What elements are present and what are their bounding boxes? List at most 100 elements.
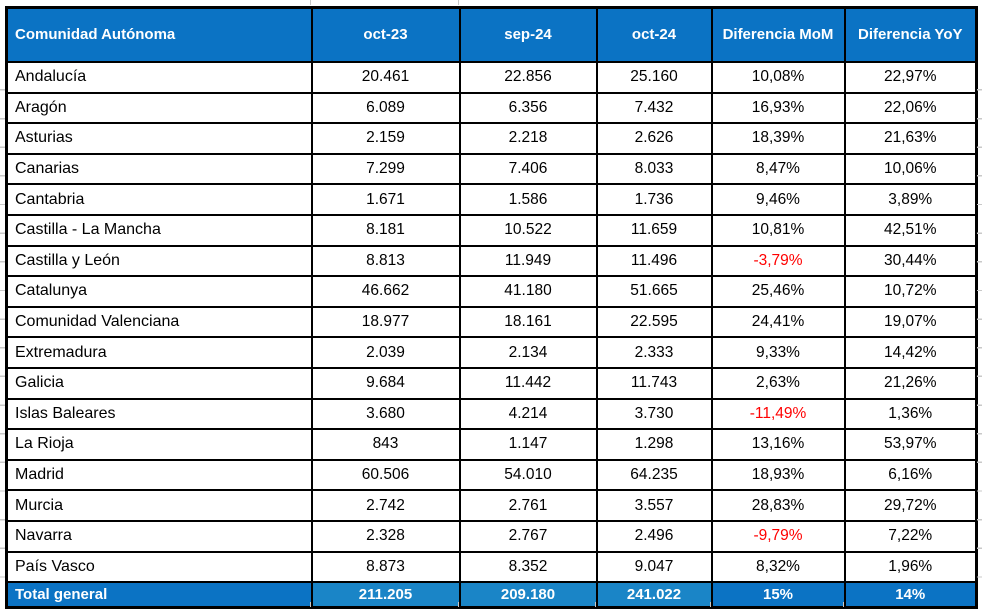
region-name-cell: Madrid — [5, 458, 313, 492]
value-cell: 3,89% — [843, 183, 978, 216]
table-row: Extremadura 2.039 2.134 2.333 9,33% 14,42% — [5, 336, 978, 369]
region-name-cell: Aragón — [5, 91, 313, 125]
table-row: Madrid 60.506 54.010 64.235 18,93% 6,16% — [5, 458, 978, 492]
region-name-cell: País Vasco — [5, 550, 313, 584]
value-cell: 2.496 — [595, 519, 713, 553]
table-row: Murcia 2.742 2.761 3.557 28,83% 29,72% — [5, 489, 978, 522]
value-cell: 10,72% — [843, 275, 978, 308]
value-cell: 29,72% — [843, 489, 978, 522]
total-diferencia-mom: 15% — [710, 581, 846, 609]
table-row: Castilla - La Mancha 8.181 10.522 11.659 10,… — [5, 213, 978, 247]
value-cell: 9,46% — [710, 183, 846, 216]
value-cell: 2.039 — [310, 336, 461, 369]
value-cell: 10.522 — [458, 213, 598, 247]
region-name-cell: Islas Baleares — [5, 397, 313, 431]
value-cell: 6,16% — [843, 458, 978, 492]
region-name-cell: Andalucía — [5, 61, 313, 94]
value-cell: 20.461 — [310, 61, 461, 94]
region-name-cell: La Rioja — [5, 428, 313, 461]
value-cell: 42,51% — [843, 213, 978, 247]
header-row: Comunidad Autónoma oct-23 sep-24 oct-24 … — [5, 6, 978, 63]
value-cell: 14,42% — [843, 336, 978, 369]
region-name-cell: Extremadura — [5, 336, 313, 369]
table-body: Andalucía 20.461 22.856 25.160 10,08% 22,97% A… — [5, 61, 978, 584]
value-cell: 6.089 — [310, 91, 461, 125]
value-cell: 9,33% — [710, 336, 846, 369]
value-cell: 18.161 — [458, 305, 598, 339]
excel-gridline-stub — [458, 0, 459, 5]
value-cell: 6.356 — [458, 91, 598, 125]
header-oct-23: oct-23 — [310, 6, 461, 63]
table-row: Asturias 2.159 2.218 2.626 18,39% 21,63% — [5, 122, 978, 155]
table-row: Galicia 9.684 11.442 11.743 2,63% 21,26% — [5, 366, 978, 400]
table-row: Comunidad Valenciana 18.977 18.161 22.595 24… — [5, 305, 978, 339]
total-diferencia-yoy: 14% — [843, 581, 978, 609]
value-cell: 7.299 — [310, 152, 461, 186]
value-cell: 3.680 — [310, 397, 461, 431]
region-name-cell: Comunidad Valenciana — [5, 305, 313, 339]
value-cell: 2.767 — [458, 519, 598, 553]
total-sep-24: 209.180 — [458, 581, 598, 609]
header-comunidad-autonoma: Comunidad Autónoma — [5, 6, 313, 63]
value-cell: 54.010 — [458, 458, 598, 492]
value-cell: 11.496 — [595, 244, 713, 278]
value-cell: 25,46% — [710, 275, 846, 308]
value-cell: 7,22% — [843, 519, 978, 553]
table-footer: Total general 211.205 209.180 241.022 15… — [5, 581, 978, 609]
table-header: Comunidad Autónoma oct-23 sep-24 oct-24 … — [5, 6, 978, 63]
region-name-cell: Asturias — [5, 122, 313, 155]
value-cell: 16,93% — [710, 91, 846, 125]
region-name-cell: Navarra — [5, 519, 313, 553]
total-label: Total general — [5, 581, 313, 609]
value-cell: 21,26% — [843, 366, 978, 400]
value-cell: 2.742 — [310, 489, 461, 522]
value-cell: 9.047 — [595, 550, 713, 584]
value-cell: 22.856 — [458, 61, 598, 94]
value-cell: 11.743 — [595, 366, 713, 400]
value-cell: 30,44% — [843, 244, 978, 278]
value-cell: 11.949 — [458, 244, 598, 278]
value-cell: 8,47% — [710, 152, 846, 186]
value-cell: 8.873 — [310, 550, 461, 584]
value-cell: 1.147 — [458, 428, 598, 461]
value-cell: 2.218 — [458, 122, 598, 155]
excel-gridline-stub — [310, 0, 311, 5]
value-cell: 11.442 — [458, 366, 598, 400]
value-cell: 2.328 — [310, 519, 461, 553]
table-row: Castilla y León 8.813 11.949 11.496 -3,79% 30… — [5, 244, 978, 278]
value-cell: 2.134 — [458, 336, 598, 369]
region-name-cell: Catalunya — [5, 275, 313, 308]
value-cell: 4.214 — [458, 397, 598, 431]
region-name-cell: Galicia — [5, 366, 313, 400]
header-diferencia-mom: Diferencia MoM — [710, 6, 846, 63]
value-cell: 10,81% — [710, 213, 846, 247]
value-cell: 7.406 — [458, 152, 598, 186]
total-oct-24: 241.022 — [595, 581, 713, 609]
value-cell: 1,96% — [843, 550, 978, 584]
total-row: Total general 211.205 209.180 241.022 15… — [5, 581, 978, 609]
value-cell: 28,83% — [710, 489, 846, 522]
value-cell: 19,07% — [843, 305, 978, 339]
value-cell: 3.557 — [595, 489, 713, 522]
value-cell: 64.235 — [595, 458, 713, 492]
value-cell: -3,79% — [710, 244, 846, 278]
value-cell: 2,63% — [710, 366, 846, 400]
value-cell: -9,79% — [710, 519, 846, 553]
value-cell: -11,49% — [710, 397, 846, 431]
value-cell: 2.761 — [458, 489, 598, 522]
table-row: Andalucía 20.461 22.856 25.160 10,08% 22,97% — [5, 61, 978, 94]
value-cell: 22,06% — [843, 91, 978, 125]
table-row: Canarias 7.299 7.406 8.033 8,47% 10,06% — [5, 152, 978, 186]
table-row: Aragón 6.089 6.356 7.432 16,93% 22,06% — [5, 91, 978, 125]
region-name-cell: Castilla - La Mancha — [5, 213, 313, 247]
value-cell: 18,93% — [710, 458, 846, 492]
value-cell: 22.595 — [595, 305, 713, 339]
value-cell: 7.432 — [595, 91, 713, 125]
value-cell: 1,36% — [843, 397, 978, 431]
value-cell: 22,97% — [843, 61, 978, 94]
region-name-cell: Cantabria — [5, 183, 313, 216]
value-cell: 46.662 — [310, 275, 461, 308]
value-cell: 13,16% — [710, 428, 846, 461]
value-cell: 8.181 — [310, 213, 461, 247]
